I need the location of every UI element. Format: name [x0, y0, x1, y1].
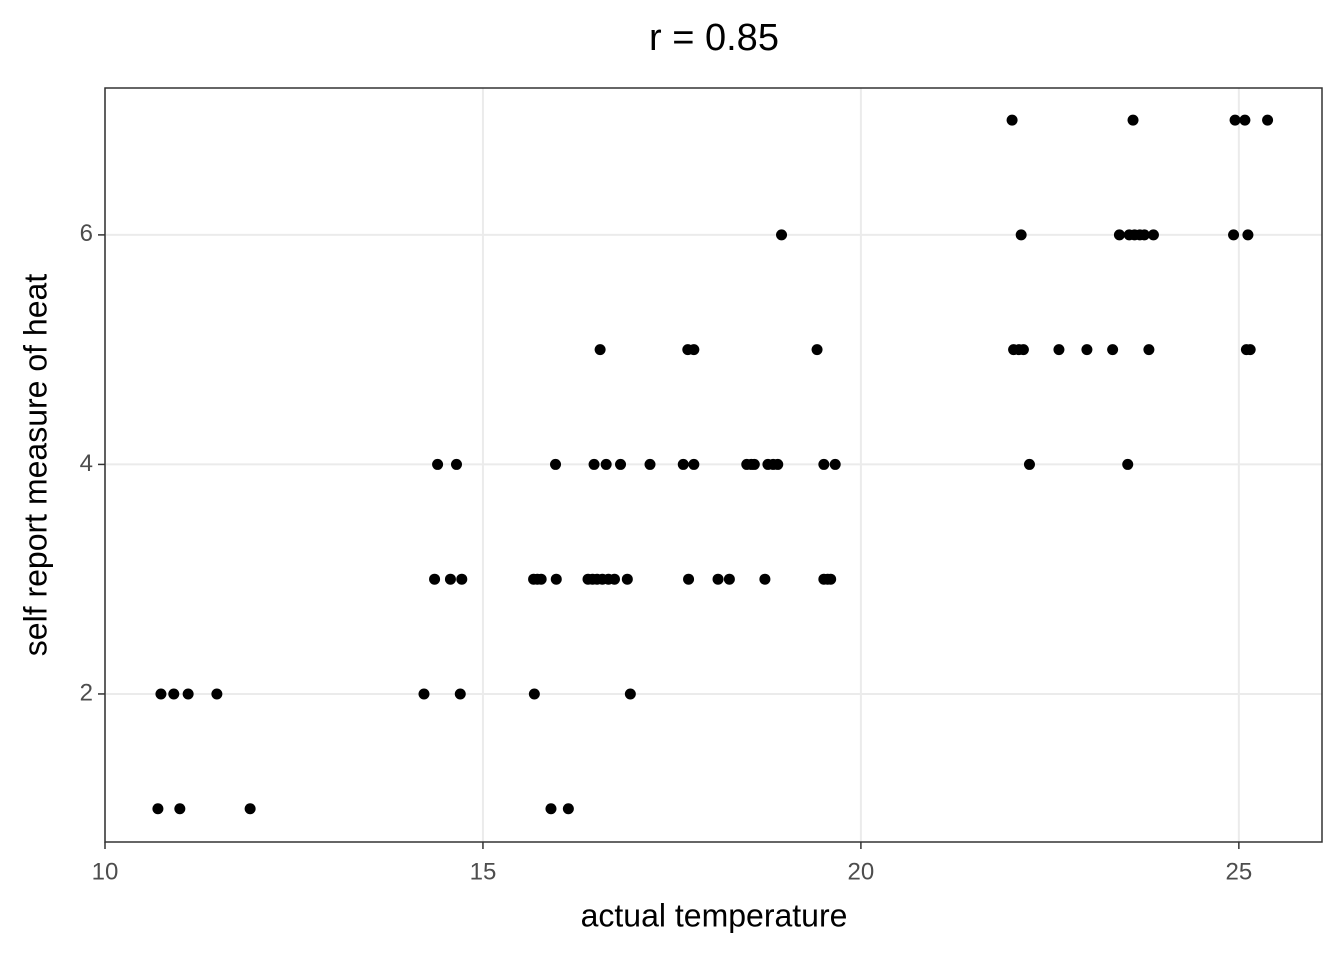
point — [174, 803, 186, 815]
point — [550, 458, 562, 470]
point — [772, 458, 784, 470]
point — [688, 344, 700, 356]
point — [600, 458, 612, 470]
point — [454, 688, 466, 700]
point — [1006, 114, 1018, 126]
point — [608, 573, 620, 585]
point — [1053, 344, 1065, 356]
point — [811, 344, 823, 356]
plot-border — [104, 87, 1323, 843]
point — [432, 458, 444, 470]
point — [1229, 114, 1241, 126]
point — [615, 458, 627, 470]
point — [759, 573, 771, 585]
x-axis-label: actual temperature — [581, 897, 848, 933]
point — [1023, 458, 1035, 470]
point — [1143, 344, 1155, 356]
point — [168, 688, 180, 700]
point — [624, 688, 636, 700]
point — [456, 573, 468, 585]
y-tick-label: 6 — [80, 220, 93, 247]
point — [562, 803, 574, 815]
point — [444, 573, 456, 585]
point — [776, 229, 788, 241]
point — [182, 688, 194, 700]
point — [644, 458, 656, 470]
point — [677, 458, 689, 470]
point — [1127, 114, 1139, 126]
x-tick-label: 20 — [848, 858, 875, 885]
point — [429, 573, 441, 585]
point — [1244, 344, 1256, 356]
point — [244, 803, 256, 815]
point — [683, 573, 695, 585]
point — [688, 458, 700, 470]
point — [621, 573, 633, 585]
point — [418, 688, 430, 700]
point — [748, 458, 760, 470]
point — [1113, 229, 1125, 241]
point — [1262, 114, 1274, 126]
y-tick-label: 4 — [80, 450, 93, 477]
point — [535, 573, 547, 585]
point — [594, 344, 606, 356]
point — [712, 573, 724, 585]
point — [211, 688, 223, 700]
x-tick-label: 10 — [92, 858, 119, 885]
point — [1138, 229, 1150, 241]
point — [723, 573, 735, 585]
point — [152, 803, 164, 815]
point — [450, 458, 462, 470]
chart-title: r = 0.85 — [649, 17, 779, 59]
point — [528, 688, 540, 700]
point — [545, 803, 557, 815]
point — [1228, 229, 1240, 241]
point — [1242, 229, 1254, 241]
point — [1239, 114, 1251, 126]
point — [155, 688, 167, 700]
x-tick-label: 15 — [470, 858, 497, 885]
point — [1147, 229, 1159, 241]
point — [1122, 458, 1134, 470]
point — [1015, 229, 1027, 241]
point — [1107, 344, 1119, 356]
x-tick-label: 25 — [1225, 858, 1252, 885]
point — [825, 573, 837, 585]
point — [818, 458, 830, 470]
point — [550, 573, 562, 585]
point — [1017, 344, 1029, 356]
point — [588, 458, 600, 470]
y-axis-label: self report measure of heat — [17, 274, 53, 657]
point — [1081, 344, 1093, 356]
point — [829, 458, 841, 470]
y-tick-label: 2 — [80, 679, 93, 706]
